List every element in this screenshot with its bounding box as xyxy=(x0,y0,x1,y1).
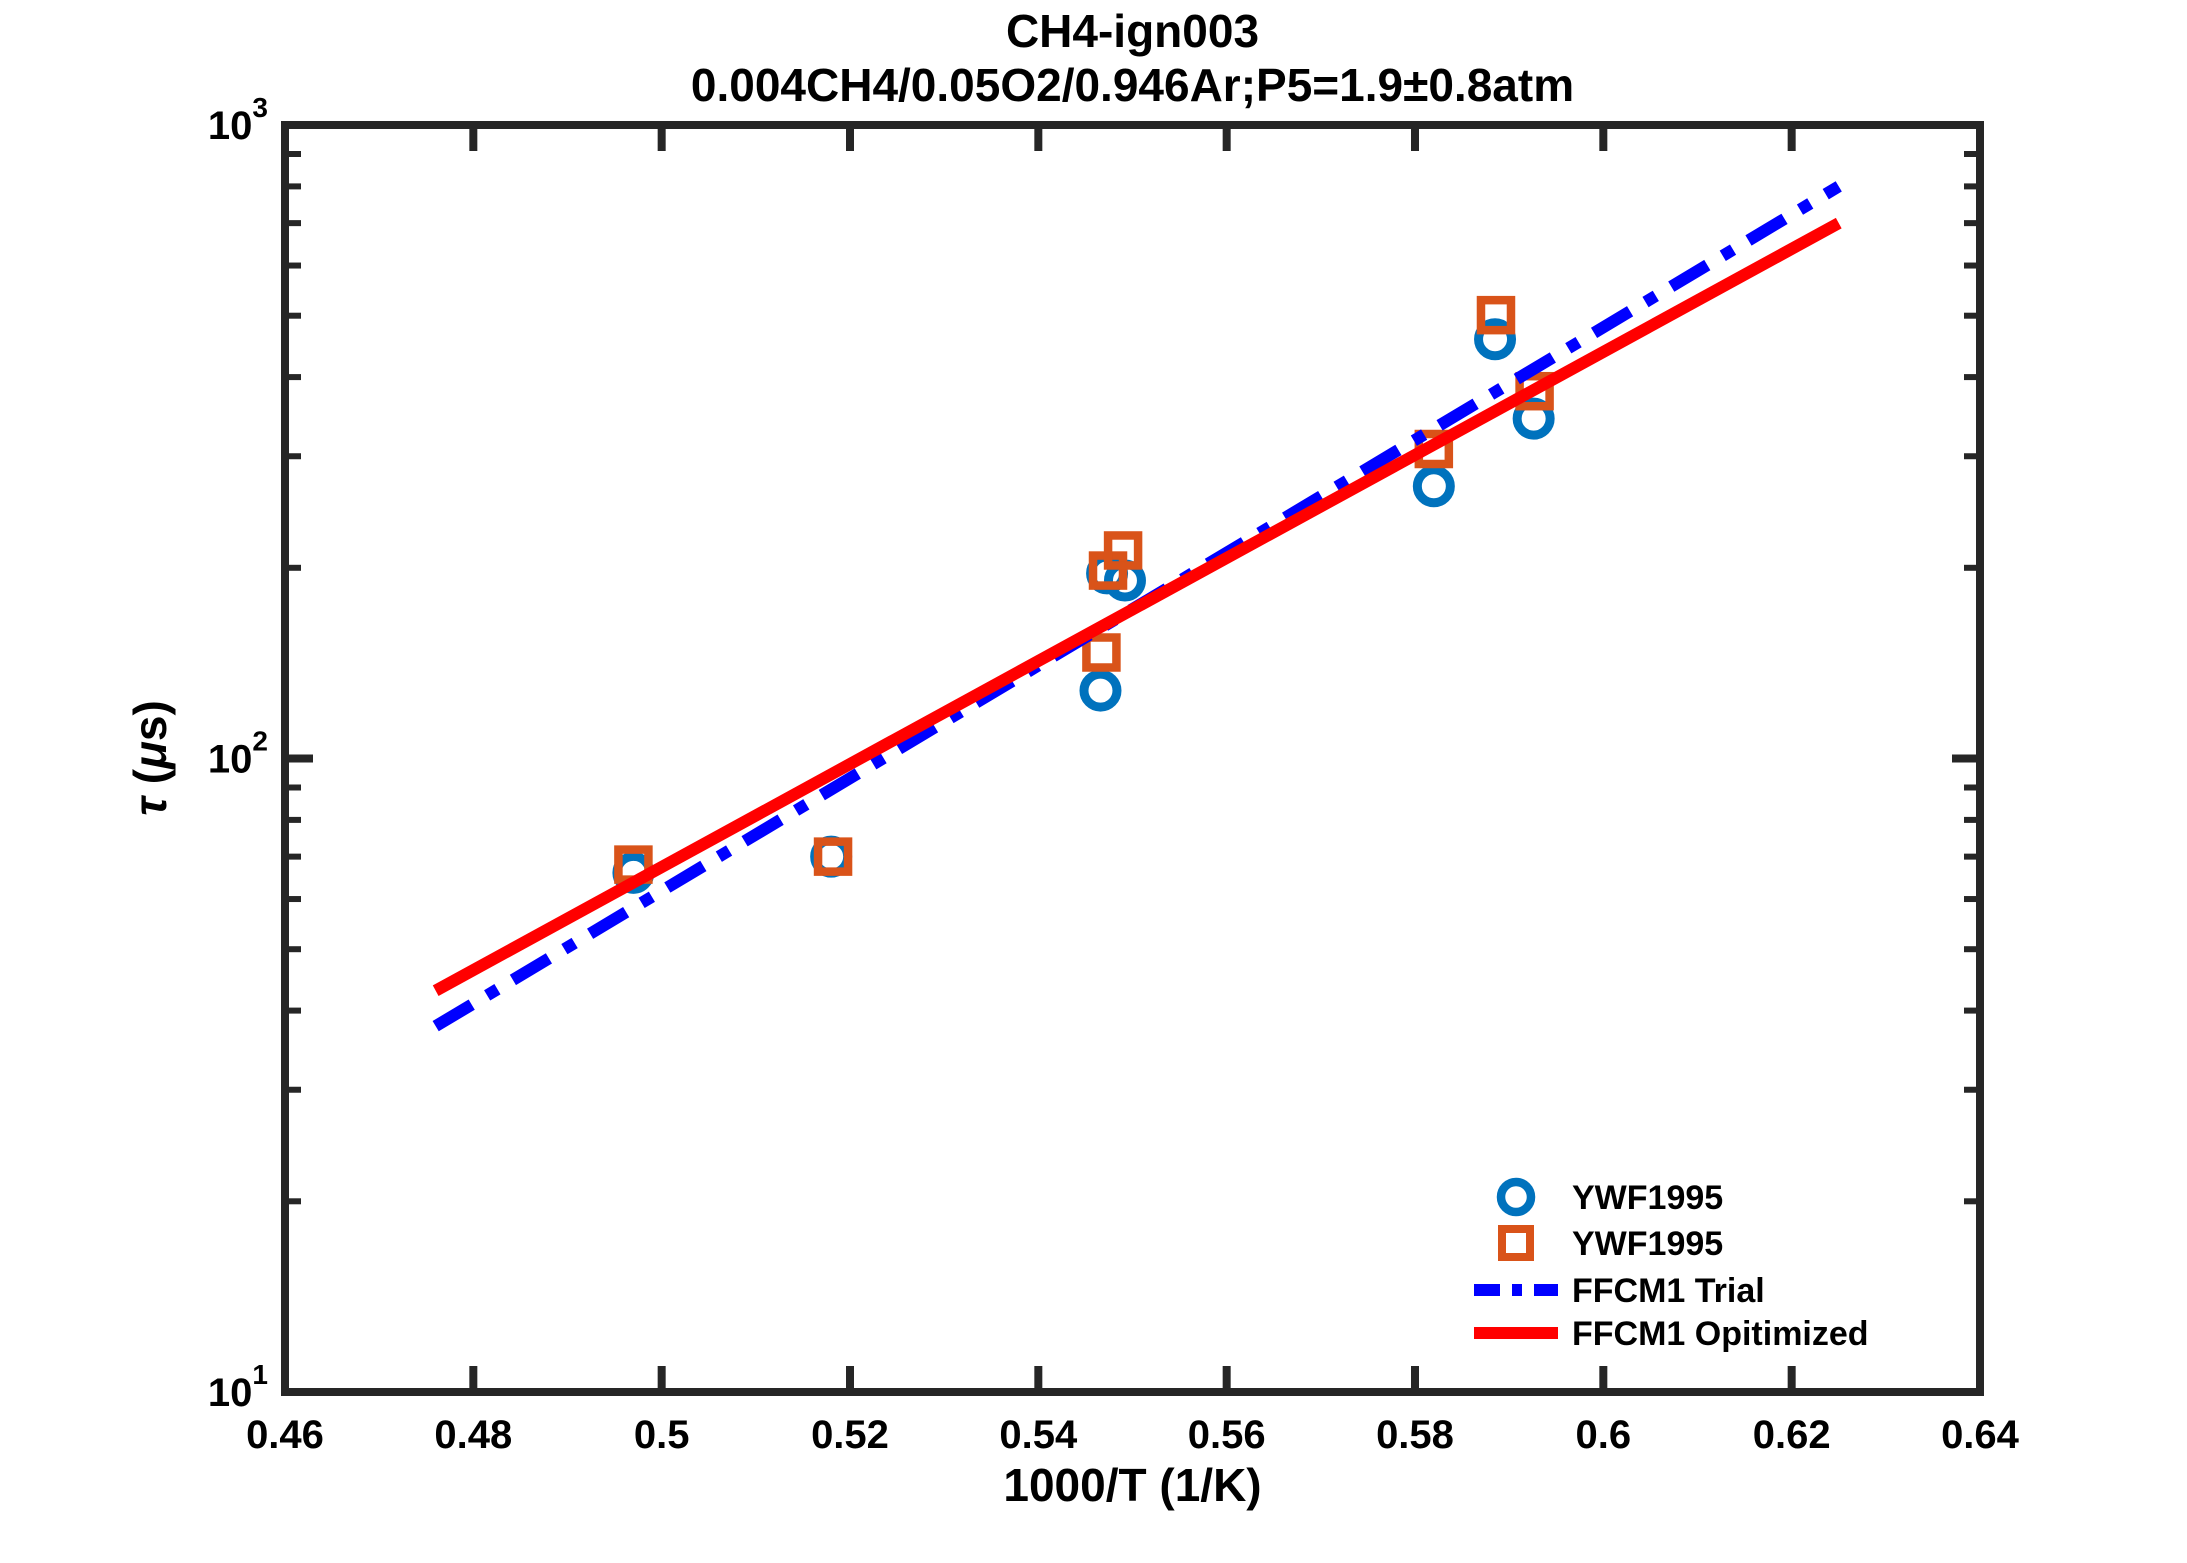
data-point-circle xyxy=(1412,465,1455,508)
legend-label: YWF1995 xyxy=(1572,1179,1723,1217)
data-point-square xyxy=(1103,531,1143,570)
x-tick-label: 0.5 xyxy=(634,1413,690,1457)
data-point-circle xyxy=(1474,318,1517,361)
data-point-square xyxy=(1476,295,1516,335)
axes-box xyxy=(281,121,1984,1396)
x-tick-label: 0.62 xyxy=(1753,1413,1831,1457)
legend-item-3: FFCM1 Trial xyxy=(1474,1272,1765,1310)
chart-subtitle: 0.004CH4/0.05O2/0.946Ar;P5=1.9±0.8atm xyxy=(690,59,1575,111)
legend-label: YWF1995 xyxy=(1572,1225,1723,1263)
data-point-square xyxy=(813,837,853,876)
y-tick-label: 102 xyxy=(208,726,268,782)
legend-label: FFCM1 Opitimized xyxy=(1572,1315,1869,1353)
x-tick-label: 0.52 xyxy=(811,1413,889,1457)
data-point-circle xyxy=(1079,669,1122,712)
chart-title: CH4-ign003 xyxy=(1005,5,1260,57)
legend-item-2: YWF1995 xyxy=(1498,1225,1723,1263)
legend-circle-marker xyxy=(1496,1177,1536,1217)
data-point-square xyxy=(1082,633,1121,672)
x-tick-label: 0.54 xyxy=(999,1413,1078,1457)
legend: YWF1995 YWF1995 FFCM1 Trial FFCM1 Opitimize… xyxy=(1474,1177,1869,1353)
legend-item-1: YWF1995 xyxy=(1496,1177,1723,1217)
x-tick-label: 0.58 xyxy=(1376,1413,1454,1457)
legend-label: FFCM1 Trial xyxy=(1572,1272,1765,1310)
x-tick-label: 0.56 xyxy=(1188,1413,1266,1457)
x-axis-label: 1000/T (1/K) xyxy=(1003,1459,1262,1511)
y-tick-label: 101 xyxy=(208,1359,268,1415)
x-tick-label: 0.46 xyxy=(246,1413,324,1457)
legend-square-marker xyxy=(1498,1225,1534,1261)
series-circle-ywf1995 xyxy=(612,318,1555,894)
series-square-ywf1995 xyxy=(614,295,1554,884)
x-tick-label: 0.64 xyxy=(1941,1413,2020,1457)
x-tick-label: 0.6 xyxy=(1576,1413,1632,1457)
y-tick-label: 103 xyxy=(208,92,268,148)
legend-item-4: FFCM1 Opitimized xyxy=(1474,1315,1869,1353)
x-tick-label: 0.48 xyxy=(434,1413,512,1457)
line-ffcm1-opitimized xyxy=(432,217,1842,996)
